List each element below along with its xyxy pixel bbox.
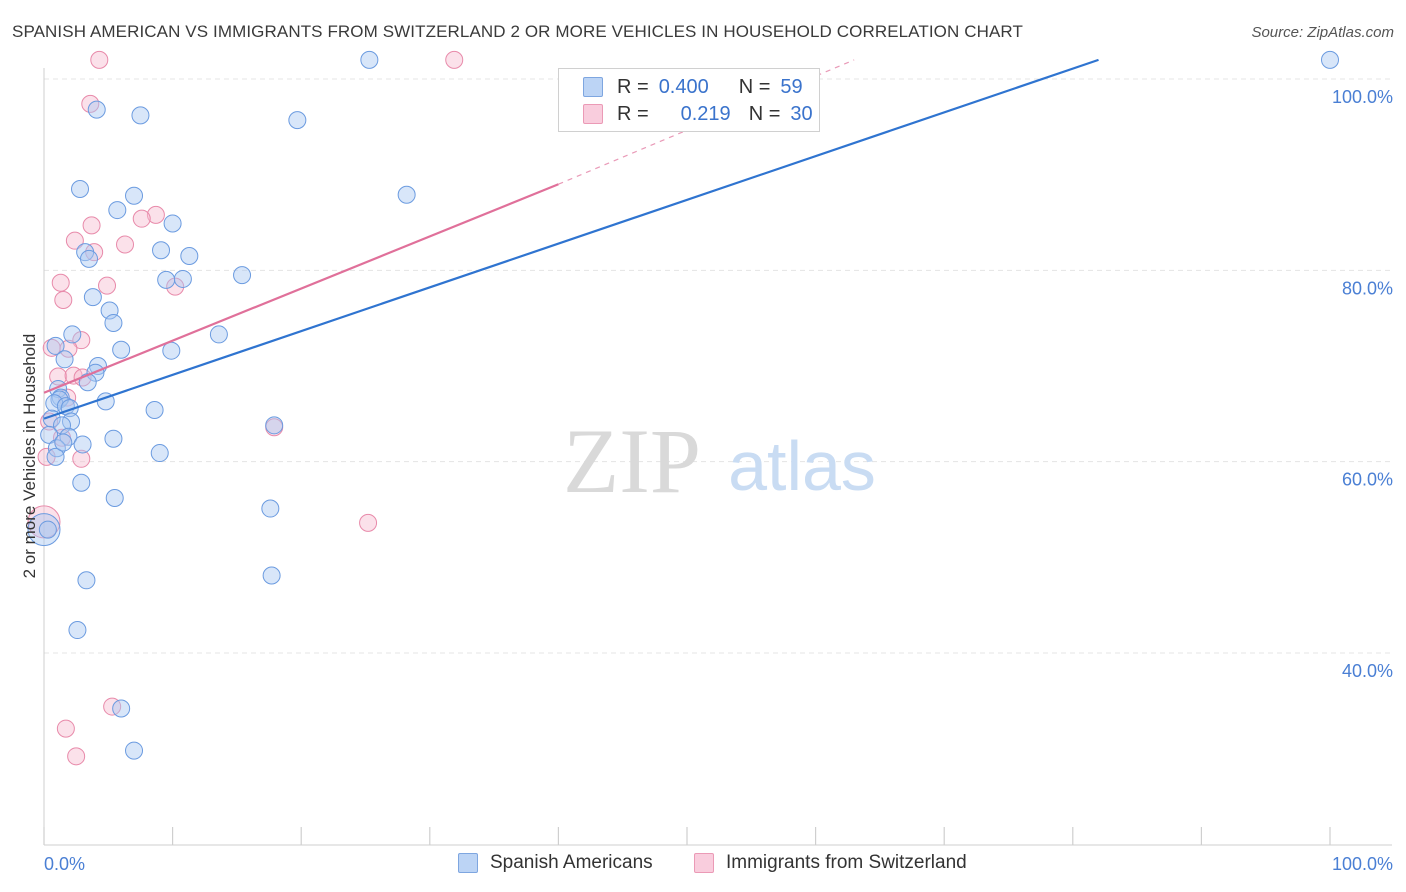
- r-value: 0.400: [659, 76, 731, 99]
- data-point-blue: [113, 700, 130, 717]
- data-point-blue: [164, 215, 181, 232]
- tick-labels: 40.0% 60.0% 80.0% 100.0% 0.0% 100.0%: [44, 87, 1393, 874]
- data-point-blue: [234, 267, 251, 284]
- r-value: 0.219: [659, 103, 731, 126]
- legend-swatch-pink: [694, 853, 714, 873]
- data-point-blue: [126, 187, 143, 204]
- stats-legend-row-blue: R = 0.400 N = 59: [559, 73, 803, 101]
- axes: [44, 68, 1392, 845]
- data-point-pink: [99, 277, 116, 294]
- data-point-blue: [153, 242, 170, 259]
- data-point-pink: [68, 748, 85, 765]
- series-immigrants-switzerland: [28, 51, 463, 764]
- data-point-blue: [266, 417, 283, 434]
- data-point-blue: [64, 326, 81, 343]
- data-point-blue: [262, 500, 279, 517]
- legend-swatch-pink: [583, 104, 603, 124]
- data-point-blue: [263, 567, 280, 584]
- grid-lines: [44, 79, 1392, 653]
- data-point-pink: [55, 291, 72, 308]
- y-tick-label: 60.0%: [1342, 470, 1393, 490]
- data-point-blue: [78, 572, 95, 589]
- data-point-blue: [109, 202, 126, 219]
- data-point-pink: [446, 51, 463, 68]
- data-point-blue: [398, 186, 415, 203]
- n-value: 30: [790, 103, 812, 126]
- data-point-pink: [133, 210, 150, 227]
- legend-item-spanish-americans: Spanish Americans: [458, 852, 653, 874]
- n-label: N =: [739, 76, 771, 99]
- n-label: N =: [749, 103, 781, 126]
- data-point-blue: [84, 289, 101, 306]
- data-point-blue: [74, 436, 91, 453]
- data-point-blue: [105, 314, 122, 331]
- data-point-pink: [360, 514, 377, 531]
- data-point-blue: [73, 474, 90, 491]
- data-point-blue: [105, 430, 122, 447]
- watermark-atlas: atlas: [728, 427, 876, 505]
- scatter-chart: ZIP atlas 40.0%60.0%80.0%100.0%0.0% 100.0…: [0, 0, 1406, 892]
- data-point-blue: [55, 434, 72, 451]
- data-point-blue: [81, 250, 98, 267]
- y-tick-label: 100.0%: [1332, 87, 1393, 107]
- data-point-blue: [126, 742, 143, 759]
- data-point-blue: [106, 490, 123, 507]
- data-point-blue: [174, 270, 191, 287]
- legend-label: Immigrants from Switzerland: [726, 852, 967, 874]
- data-point-blue: [88, 101, 105, 118]
- data-point-blue: [1322, 51, 1339, 68]
- data-point-blue: [181, 247, 198, 264]
- watermark-zip: ZIP: [563, 410, 701, 512]
- r-label: R =: [617, 103, 649, 126]
- data-point-blue: [72, 181, 89, 198]
- y-axis-label: 2 or more Vehicles in Household: [20, 334, 39, 579]
- data-point-blue: [113, 341, 130, 358]
- stats-legend-row-pink: R = 0.219 N = 30: [559, 100, 813, 128]
- data-point-pink: [83, 217, 100, 234]
- data-point-blue: [39, 521, 56, 538]
- legend-swatch-blue: [458, 853, 478, 873]
- data-point-pink: [57, 720, 74, 737]
- data-point-blue: [210, 326, 227, 343]
- data-point-blue: [69, 622, 86, 639]
- data-point-blue: [56, 351, 73, 368]
- y-tick-label: 80.0%: [1342, 278, 1393, 298]
- series-legend: Spanish Americans Immigrants from Switze…: [0, 852, 1406, 876]
- data-point-pink: [52, 274, 69, 291]
- data-point-blue: [158, 271, 175, 288]
- y-tick-label: 40.0%: [1342, 661, 1393, 681]
- data-point-blue: [132, 107, 149, 124]
- data-point-blue: [289, 112, 306, 129]
- legend-label: Spanish Americans: [490, 852, 653, 874]
- stats-legend: R = 0.400 N = 59 R = 0.219 N = 30: [558, 68, 820, 132]
- legend-item-immigrants-switzerland: Immigrants from Switzerland: [694, 852, 967, 874]
- n-value: 59: [780, 76, 802, 99]
- data-point-pink: [117, 236, 134, 253]
- data-point-pink: [91, 51, 108, 68]
- data-point-blue: [146, 402, 163, 419]
- data-point-blue: [361, 51, 378, 68]
- r-label: R =: [617, 76, 649, 99]
- legend-swatch-blue: [583, 77, 603, 97]
- data-point-blue: [151, 445, 168, 462]
